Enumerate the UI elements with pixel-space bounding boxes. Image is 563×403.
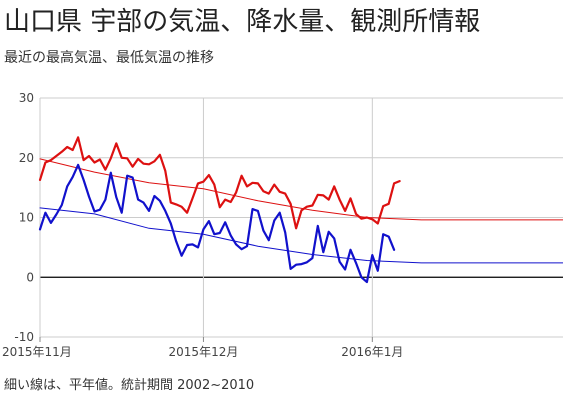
x-tick-label: 2015年11月 [2,345,72,359]
page-title: 山口県 宇部の気温、降水量、観測所情報 [4,7,481,37]
series-line-normal_low [39,207,563,264]
y-tick-label: 10 [19,211,34,225]
y-tick-label: 0 [26,270,34,284]
series-layer [38,136,563,284]
grid-layer [39,97,563,342]
y-tick-label: -10 [14,330,34,344]
y-tick-label: 20 [19,151,34,165]
y-tick-label: 30 [19,91,34,105]
footnote: 細い線は、平年値。統計期間 2002~2010 [4,378,255,393]
series-line-high [38,136,401,230]
chart-subtitle: 最近の最高気温、最低気温の推移 [4,50,214,66]
series-line-low [38,163,396,284]
x-tick-label: 2016年1月 [341,345,403,359]
series-line-normal_high [39,158,563,221]
x-tick-label: 2015年12月 [169,345,239,359]
